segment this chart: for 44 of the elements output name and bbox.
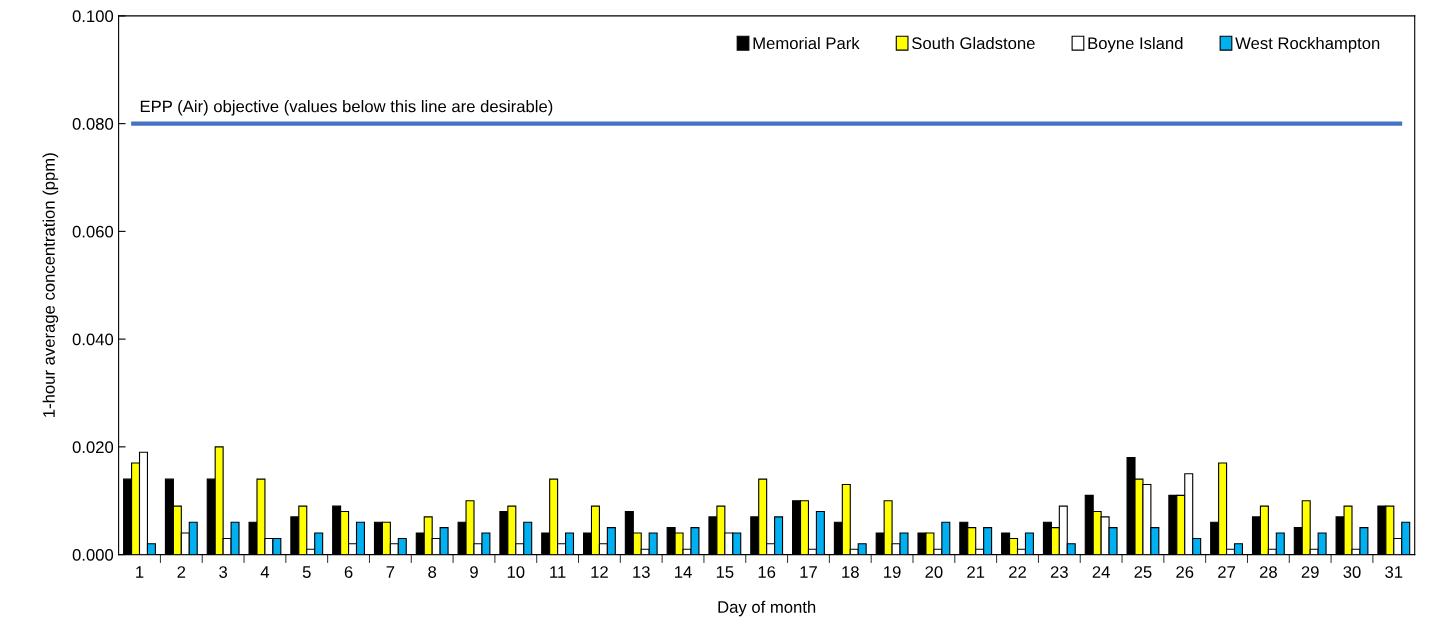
x-tick-label: 23 <box>1050 566 1068 578</box>
x-tick-label: 5 <box>302 566 311 578</box>
x-tick-label: 31 <box>1385 566 1403 578</box>
x-tick-label: 27 <box>1218 566 1235 578</box>
legend-label: Boyne Island <box>1088 36 1183 53</box>
x-tick-label: 21 <box>967 566 985 578</box>
x-tick-label: 13 <box>633 566 650 578</box>
x-tick-label: 6 <box>344 566 353 578</box>
x-tick-label: 11 <box>550 566 566 578</box>
x-tick-label: 9 <box>470 566 478 578</box>
x-tick-label: 15 <box>716 566 734 578</box>
x-tick-label: 22 <box>1009 566 1026 578</box>
ref-line-label: EPP (Air) objective (values below this line are desirable) <box>140 100 553 116</box>
legend-label: West Rockhampton <box>1235 36 1380 53</box>
legend-label: Memorial Park <box>753 36 860 50</box>
x-tick-label: 4 <box>260 566 270 578</box>
x-tick-label: 16 <box>758 566 776 578</box>
x-tick-label: 8 <box>428 566 437 578</box>
y-tick-label: 0.080 <box>72 118 114 130</box>
y-tick-label: 0.000 <box>72 548 114 561</box>
legend-label: South Gladstone <box>912 36 1035 50</box>
x-tick-label: 12 <box>591 566 608 578</box>
y-tick-label: 0.100 <box>72 10 114 23</box>
x-tick-label: 7 <box>386 566 395 578</box>
x-axis-title: Day of month <box>718 600 816 617</box>
y-tick-label: 0.040 <box>72 333 114 346</box>
x-tick-label: 29 <box>1301 566 1319 578</box>
x-tick-label: 14 <box>675 566 692 578</box>
x-tick-label: 19 <box>884 566 901 578</box>
x-tick-label: 20 <box>925 566 943 578</box>
x-tick-label: 25 <box>1134 566 1152 578</box>
y-axis-title: 1-hour average concentration (ppm) <box>42 153 59 417</box>
x-tick-label: 24 <box>1092 566 1110 578</box>
x-tick-label: 2 <box>177 566 186 578</box>
x-tick-label: 3 <box>219 566 228 578</box>
x-tick-label: 26 <box>1176 566 1194 578</box>
x-tick-label: 10 <box>507 566 525 578</box>
y-tick-label: 0.020 <box>72 441 114 454</box>
x-tick-label: 30 <box>1343 566 1361 578</box>
x-tick-label: 18 <box>842 566 859 578</box>
x-tick-label: 1 <box>136 566 144 578</box>
x-tick-label: 28 <box>1259 566 1277 578</box>
x-tick-label: 17 <box>800 566 817 578</box>
y-tick-label: 0.060 <box>72 225 114 238</box>
